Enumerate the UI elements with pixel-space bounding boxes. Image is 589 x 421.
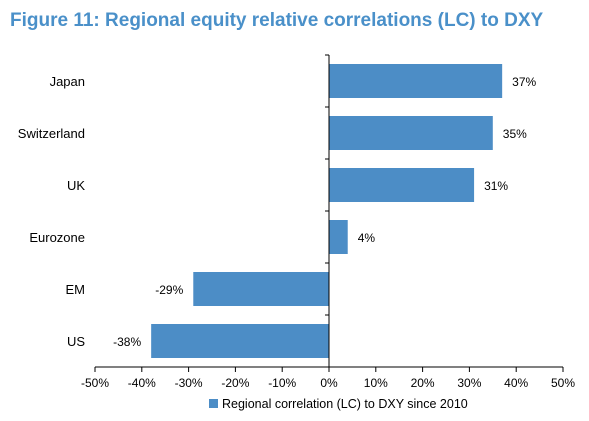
category-label: UK [67, 178, 85, 193]
x-tick-label: 30% [457, 376, 481, 390]
bar-eurozone [329, 220, 348, 254]
x-tick-label: -50% [81, 376, 109, 390]
bar-us [151, 324, 329, 358]
category-label: Switzerland [18, 126, 85, 141]
bar-switzerland [329, 116, 493, 150]
x-tick-label: 50% [551, 376, 575, 390]
value-label: 37% [512, 75, 536, 89]
value-label: -29% [155, 283, 183, 297]
legend-swatch [209, 399, 218, 408]
value-label: 31% [484, 179, 508, 193]
category-label: US [67, 334, 85, 349]
x-tick-label: 40% [504, 376, 528, 390]
bar-uk [329, 168, 475, 202]
labels-layer: Japan 37% Switzerland 35% UK 31% Eurozone 4% EM -… [18, 74, 576, 390]
legend: Regional correlation (LC) to DXY since 2… [209, 397, 468, 411]
x-tick-label: -40% [128, 376, 156, 390]
chart-title: Figure 11: Regional equity relative corr… [10, 10, 544, 31]
x-tick-label: 20% [411, 376, 435, 390]
value-label: 35% [503, 127, 527, 141]
x-tick-label: -10% [268, 376, 296, 390]
category-label: EM [66, 282, 86, 297]
category-label: Eurozone [29, 230, 85, 245]
bar-em [193, 272, 329, 306]
bar-japan [329, 64, 503, 98]
axis-layer [94, 54, 564, 372]
category-label: Japan [50, 74, 85, 89]
value-label: 4% [358, 231, 376, 245]
bars-layer [151, 64, 503, 358]
value-label: -38% [113, 335, 141, 349]
x-tick-label: 0% [320, 376, 338, 390]
x-tick-label: 10% [364, 376, 388, 390]
legend-label: Regional correlation (LC) to DXY since 2… [222, 397, 468, 411]
x-tick-label: -30% [175, 376, 203, 390]
x-tick-label: -20% [221, 376, 249, 390]
